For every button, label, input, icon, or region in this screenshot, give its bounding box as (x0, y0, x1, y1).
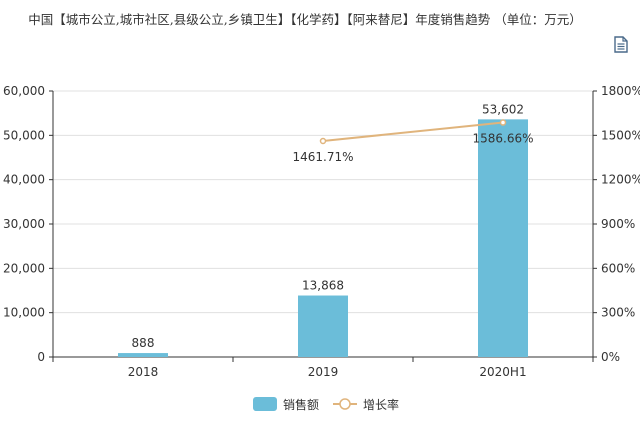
bar-value-label: 13,868 (302, 279, 344, 293)
bar (298, 295, 348, 357)
right-axis-tick-label: 0% (601, 350, 620, 364)
legend-label-line: 增长率 (363, 397, 399, 412)
right-axis-tick-label: 300% (601, 306, 635, 320)
right-axis-tick-label: 900% (601, 217, 635, 231)
bar (118, 353, 168, 357)
bar-series (118, 119, 528, 357)
growth-line (322, 121, 504, 142)
right-axis-tick-label: 1200% (601, 173, 640, 187)
legend-swatch-marker (339, 398, 351, 410)
line-series (319, 119, 507, 145)
legend: 销售额 增长率 (253, 397, 399, 412)
chart-title: 中国【城市公立,城市社区,县级公立,乡镇卫生】【化学药】【阿来替尼】年度销售趋势… (28, 12, 582, 27)
legend-swatch-bar (253, 397, 277, 411)
left-axis-tick-label: 50,000 (3, 128, 45, 142)
x-axis-tick-label: 2019 (308, 365, 339, 379)
right-axis-tick-label: 600% (601, 261, 635, 275)
line-value-label: 1461.71% (292, 150, 353, 164)
left-axis-tick-label: 60,000 (3, 84, 45, 98)
document-icon[interactable] (614, 36, 628, 57)
bar-value-label: 888 (132, 336, 155, 350)
line-value-label: 1586.66% (472, 132, 533, 146)
line-point (499, 119, 507, 126)
left-axis-tick-label: 10,000 (3, 306, 45, 320)
left-axis-tick-label: 0 (37, 350, 45, 364)
bar (478, 119, 528, 357)
right-axis-tick-label: 1800% (601, 84, 640, 98)
line-point (319, 137, 327, 145)
left-axis-tick-label: 40,000 (3, 173, 45, 187)
x-axis-tick-label: 2018 (128, 365, 159, 379)
left-axis-tick-label: 20,000 (3, 261, 45, 275)
data-labels: 888 13,868 53,602 1461.71% 1586.66% (132, 102, 534, 350)
axes: 0 10,000 20,000 30,000 40,000 50,000 60,000 0% 3… (3, 84, 640, 379)
x-axis-tick-label: 2020H1 (479, 365, 526, 379)
legend-label-bar: 销售额 (283, 397, 319, 412)
bar-value-label: 53,602 (482, 102, 524, 116)
right-axis-tick-label: 1500% (601, 128, 640, 142)
left-axis-tick-label: 30,000 (3, 217, 45, 231)
